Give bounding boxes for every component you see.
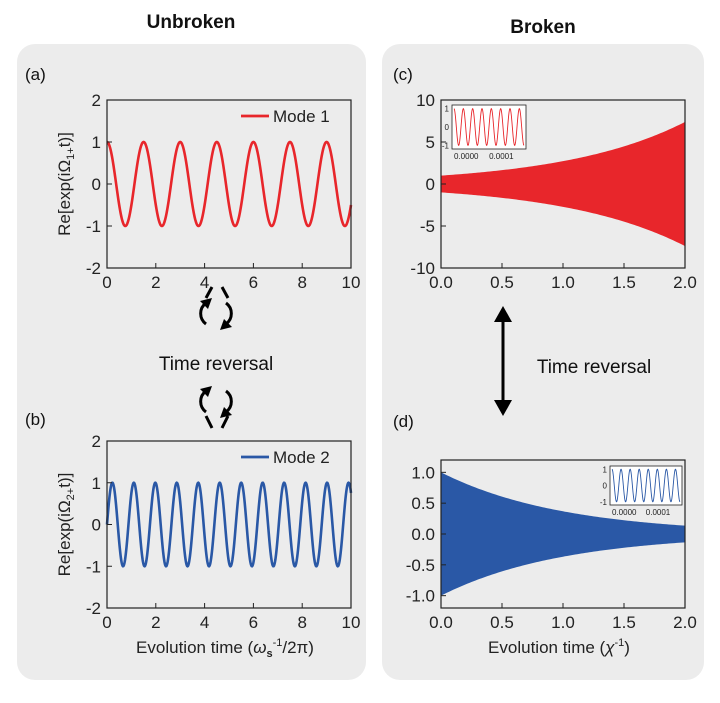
y-tick-label: -1.0 <box>406 587 435 606</box>
inset-y-tick-label: 1 <box>445 105 450 114</box>
x-tick-label: 2 <box>151 273 160 292</box>
panel-label: (b) <box>25 410 46 429</box>
inset-y-tick-label: -1 <box>442 141 450 150</box>
legend-label: Mode 1 <box>273 107 330 126</box>
y-tick-label: 0 <box>426 175 435 194</box>
inset-x-tick-label: 0.0000 <box>454 152 479 161</box>
x-tick-label: 1.5 <box>612 613 636 632</box>
y-tick-label: 10 <box>416 91 435 110</box>
inset-x-tick-label: 0.0001 <box>489 152 514 161</box>
x-tick-label: 10 <box>342 273 361 292</box>
x-tick-label: 0.0 <box>429 613 453 632</box>
panel-a-chart: (a) 0 2 4 6 8 10 -2 -1 0 1 2 Re[exp(iΩ1+t)] Mode 1 <box>25 65 360 292</box>
y-tick-label: 2 <box>92 91 101 110</box>
y-tick-label: -1 <box>86 217 101 236</box>
series-envelope-area <box>441 121 685 247</box>
panel-label: (a) <box>25 65 46 84</box>
x-tick-label: 0.5 <box>490 613 514 632</box>
inset-line <box>611 468 681 503</box>
legend: Mode 1 <box>241 107 330 126</box>
legend-label: Mode 2 <box>273 448 330 467</box>
y-tick-label: -5 <box>420 217 435 236</box>
series-line <box>106 140 353 228</box>
inset-x-tick-label: 0.0001 <box>646 508 671 517</box>
x-tick-label: 2.0 <box>673 613 697 632</box>
x-tick-label: 8 <box>297 273 306 292</box>
x-tick-label: 10 <box>342 613 361 632</box>
y-tick-label: 0.0 <box>411 525 435 544</box>
inset-x-tick-label: 0.0000 <box>612 508 637 517</box>
circular-arrows-icon <box>199 286 233 330</box>
y-tick-label: 1 <box>92 474 101 493</box>
legend: Mode 2 <box>241 448 330 467</box>
panel-d-chart: (d) 0.0 0.5 1.0 1.5 2.0 -1.0 -0.5 0.0 0.5 1.0 Evolu… <box>393 412 697 657</box>
y-tick-label: -2 <box>86 259 101 278</box>
inset-y-tick-label: -1 <box>600 498 608 507</box>
time-reversal-right: Time reversal <box>537 357 651 378</box>
x-tick-label: 2 <box>151 613 160 632</box>
circular-arrows-icon <box>199 386 233 429</box>
panel-b-chart: (b) 0 2 4 6 8 10 -2 -1 0 1 2 Re[exp(iΩ2+t)] Evolution… <box>25 410 360 660</box>
inset-chart: 1 0 -1 0.0000 0.0001 <box>600 465 683 517</box>
y-tick-label: -10 <box>410 259 435 278</box>
y-tick-label: 0.5 <box>411 494 435 513</box>
x-tick-label: 0.0 <box>429 273 453 292</box>
x-tick-label: 0 <box>102 273 111 292</box>
x-axis-label: Evolution time (ωs-1/2π) <box>136 637 314 660</box>
panel-label: (c) <box>393 65 413 84</box>
x-tick-label: 1.0 <box>551 613 575 632</box>
y-tick-label: -1 <box>86 557 101 576</box>
inset-y-tick-label: 0 <box>445 123 450 132</box>
x-tick-label: 4 <box>200 613 209 632</box>
x-tick-label: 6 <box>249 273 258 292</box>
x-tick-label: 8 <box>297 613 306 632</box>
y-tick-label: -2 <box>86 599 101 618</box>
inset-line <box>453 108 525 146</box>
panel-label: (d) <box>393 412 414 431</box>
x-tick-label: 1.0 <box>551 273 575 292</box>
series-line <box>105 481 353 568</box>
inset-y-tick-label: 0 <box>603 482 608 491</box>
y-tick-label: 2 <box>92 432 101 451</box>
y-tick-label: 1 <box>92 133 101 152</box>
inset-y-tick-label: 1 <box>603 465 608 474</box>
x-tick-label: 1.5 <box>612 273 636 292</box>
y-axis-label: Re[exp(iΩ1+t)] <box>55 132 77 236</box>
y-tick-label: 0 <box>92 175 101 194</box>
x-tick-label: 4 <box>200 273 209 292</box>
y-tick-label: 1.0 <box>411 463 435 482</box>
series-envelope-area <box>441 472 685 596</box>
header-broken: Broken <box>510 17 575 38</box>
time-reversal-left: Time reversal <box>159 354 273 375</box>
y-tick-label: 0 <box>92 516 101 535</box>
y-tick-label: 5 <box>426 133 435 152</box>
y-axis-label: Re[exp(iΩ2+t)] <box>55 473 77 577</box>
inset-chart: 1 0 -1 0.0000 0.0001 <box>442 104 527 161</box>
x-tick-label: 0.5 <box>490 273 514 292</box>
x-tick-label: 2.0 <box>673 273 697 292</box>
header-unbroken: Unbroken <box>147 12 236 33</box>
double-headed-arrow-icon <box>494 306 512 416</box>
y-tick-label: -0.5 <box>406 556 435 575</box>
x-tick-label: 0 <box>102 613 111 632</box>
x-tick-label: 6 <box>249 613 258 632</box>
x-axis-label: Evolution time (χ-1) <box>488 637 630 657</box>
